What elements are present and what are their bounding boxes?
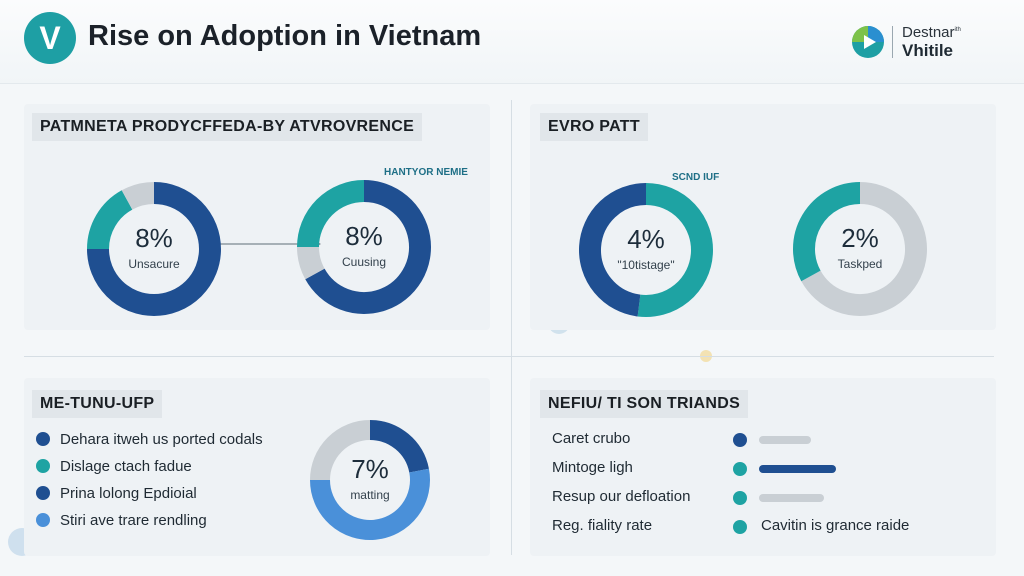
trend-label: Resup our defloation: [552, 488, 691, 505]
header: V Rise on Adoption in Vietnam Destnarith…: [0, 0, 1024, 84]
tag-send: SCND IUF: [672, 172, 720, 183]
trend-bar: [759, 494, 824, 502]
brand-name-line2: Vhitile: [902, 41, 954, 60]
legend-swatch: [36, 513, 50, 527]
legend-swatch: [36, 459, 50, 473]
panel-title-top-right: EVRO PATT: [540, 113, 648, 141]
legend-label: Prina lolong Epdioial: [60, 484, 197, 502]
brand-line1-text: Destnar: [902, 24, 955, 41]
brand-name-line1: Destnarith: [902, 24, 961, 41]
trend-dot: [733, 433, 747, 447]
legend-swatch: [36, 486, 50, 500]
trend-dot: [733, 491, 747, 505]
trend-bar: [759, 436, 811, 444]
legend-label: Dehara itweh us ported codals: [60, 430, 263, 448]
trend-label: Reg. fiality rate: [552, 517, 653, 534]
divider-vertical: [511, 100, 512, 555]
brand-separator: [892, 26, 893, 58]
panel-title-top-left: PATMNETA PRODYCFFEDA-BY ATVROVRENCE: [32, 113, 423, 141]
legend-swatch: [36, 432, 50, 446]
trend-label: Mintoge ligh: [552, 459, 633, 476]
legend-label: Dislage ctach fadue: [60, 457, 192, 475]
trend-dot: [733, 520, 747, 534]
legend-label: Stiri ave trare rendling: [60, 511, 207, 529]
tag-hantor: HANTYOR NEMIE: [384, 167, 468, 178]
trend-bar: [759, 465, 836, 473]
brand-logo: Destnarith Vhitile: [850, 24, 1010, 64]
page-title: Rise on Adoption in Vietnam: [88, 20, 482, 52]
legend-item: Stiri ave trare rendling: [36, 509, 207, 531]
trend-note: Cavitin is grance raide: [761, 517, 910, 534]
legend-item: Prina lolong Epdioial: [36, 482, 197, 504]
logo-badge: V: [24, 12, 76, 64]
divider-horizontal: [24, 356, 994, 357]
brand-play-icon: [852, 26, 884, 58]
brand-sup: ith: [954, 27, 961, 33]
panel-title-bottom-right: NEFIU/ TI SON TRIANDS: [540, 390, 749, 418]
trend-label: Caret crubo: [552, 430, 631, 447]
legend-item: Dehara itweh us ported codals: [36, 428, 263, 450]
trend-dot: [733, 462, 747, 476]
panel-title-bottom-left: ME-TUNU-UFP: [32, 390, 163, 418]
legend-item: Dislage ctach fadue: [36, 455, 192, 477]
